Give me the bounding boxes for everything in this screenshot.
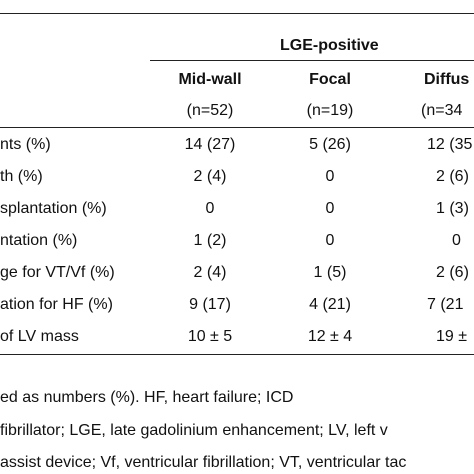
table-cell: 5 (26) xyxy=(309,136,351,153)
table-bottom-rule xyxy=(0,354,474,355)
table-cell: 14 (27) xyxy=(184,136,236,153)
lge-positive-header: LGE-positive xyxy=(280,37,379,54)
table-cell: 0 xyxy=(325,232,335,249)
table-cell: 1 (3) xyxy=(436,200,469,217)
table-cell: 9 (17) xyxy=(189,296,231,313)
column-header-focal: Focal xyxy=(309,71,351,88)
table-cell: 19 ± xyxy=(436,328,468,345)
table-cell: 12 ± 4 xyxy=(307,328,353,345)
row-label: of LV mass xyxy=(0,328,79,345)
table-cell: 2 (4) xyxy=(193,168,227,185)
row-label: ge for VT/Vf (%) xyxy=(0,264,115,281)
row-label: ation for HF (%) xyxy=(0,296,113,313)
column-header-diffuse: Diffus xyxy=(424,71,470,88)
header-bottom-rule xyxy=(0,127,474,128)
row-label: th (%) xyxy=(0,168,43,185)
footnote-line-3: assist device; Vf, ventricular fibrillat… xyxy=(0,454,407,471)
table-cell: 0 xyxy=(325,168,335,185)
table-cell: 0 xyxy=(205,200,215,217)
table-cell: 12 (35 xyxy=(427,136,473,153)
table-cell: 4 (21) xyxy=(309,296,351,313)
footnote-line-2: fibrillator; LGE, late gadolinium enhanc… xyxy=(0,422,388,439)
row-label: splantation (%) xyxy=(0,200,107,217)
table-cell: 2 (4) xyxy=(193,264,227,281)
table-cell: 0 xyxy=(325,200,335,217)
row-label: ntation (%) xyxy=(0,232,78,249)
table-top-rule xyxy=(0,13,474,14)
table-cell: 2 (6) xyxy=(436,264,469,281)
table-cell: 0 xyxy=(452,232,461,249)
table-cell: 1 (5) xyxy=(313,264,347,281)
column-n-mid-wall: (n=52) xyxy=(186,102,234,119)
table-cell: 2 (6) xyxy=(436,168,469,185)
table-cell: 7 (21 xyxy=(427,296,464,313)
column-header-mid-wall: Mid-wall xyxy=(178,71,242,88)
column-n-diffuse: (n=34 xyxy=(421,102,463,119)
footnote-line-1: ed as numbers (%). HF, heart failure; IC… xyxy=(0,389,294,406)
row-label: nts (%) xyxy=(0,136,51,153)
table-cell: 1 (2) xyxy=(193,232,227,249)
group-header-rule xyxy=(150,60,474,61)
table-cell: 10 ± 5 xyxy=(187,328,233,345)
column-n-focal: (n=19) xyxy=(306,102,354,119)
